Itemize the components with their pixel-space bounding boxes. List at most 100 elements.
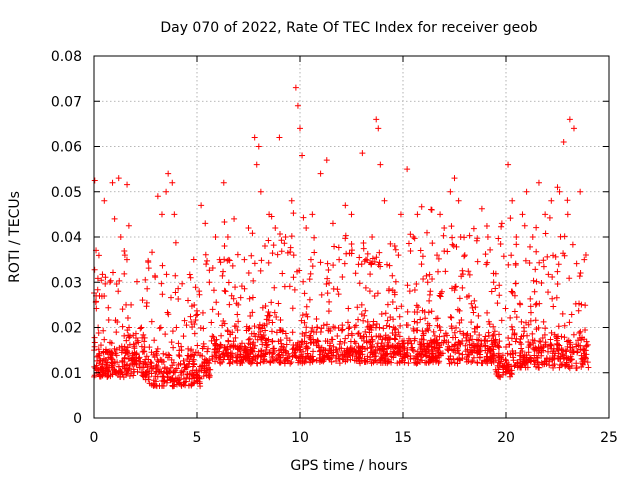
data-point [206, 357, 213, 364]
data-point [482, 251, 489, 258]
data-point [354, 330, 361, 337]
data-point [391, 326, 398, 333]
data-point [237, 294, 244, 301]
data-point [362, 284, 369, 291]
data-point [330, 343, 337, 350]
y-tick-label: 0.07 [51, 94, 82, 110]
data-point [300, 214, 307, 221]
data-point [168, 356, 175, 363]
data-point [426, 297, 433, 304]
data-point [532, 266, 539, 273]
data-point [402, 354, 409, 361]
data-point [117, 234, 124, 240]
data-point [298, 353, 305, 360]
data-point [380, 325, 387, 332]
data-point [291, 349, 298, 356]
data-point [154, 193, 161, 200]
data-point [471, 297, 478, 304]
data-point [172, 289, 179, 296]
data-point [456, 319, 463, 326]
data-point [121, 252, 128, 259]
data-point [404, 282, 411, 289]
data-point [168, 339, 175, 346]
data-point [356, 254, 363, 261]
data-point [106, 364, 113, 371]
data-point [369, 338, 376, 345]
data-point [540, 257, 547, 264]
data-point [162, 331, 169, 338]
data-point [119, 306, 126, 313]
data-point [94, 275, 101, 282]
data-point [570, 348, 577, 355]
data-point [287, 244, 294, 251]
data-point [158, 211, 165, 218]
data-point [421, 309, 428, 316]
data-point [532, 317, 539, 324]
data-point [466, 271, 473, 278]
data-point [576, 300, 583, 307]
data-point [221, 287, 228, 294]
data-point [330, 323, 337, 330]
data-point [209, 355, 216, 362]
data-point [387, 240, 394, 247]
data-point [384, 358, 391, 365]
data-point [404, 346, 411, 353]
data-point [474, 258, 481, 265]
data-point [492, 366, 499, 373]
data-point [139, 369, 146, 376]
data-point [213, 354, 220, 361]
data-point [436, 341, 443, 348]
data-point [152, 373, 159, 380]
data-point [168, 294, 175, 301]
data-point [360, 240, 367, 247]
data-point [191, 330, 198, 337]
data-point [538, 280, 545, 287]
data-point [577, 328, 584, 335]
data-point [109, 356, 116, 363]
data-point [559, 310, 566, 317]
data-point [555, 261, 562, 268]
data-point [188, 346, 195, 353]
data-point [327, 347, 334, 354]
data-point [227, 353, 234, 360]
data-point [436, 333, 443, 340]
data-point [441, 224, 448, 231]
data-point [358, 261, 365, 268]
data-point [568, 311, 575, 318]
data-point [213, 336, 220, 343]
data-point [566, 319, 573, 326]
data-point [113, 329, 120, 336]
data-point [519, 348, 526, 355]
data-point [278, 248, 285, 255]
data-point [446, 345, 453, 352]
data-point [239, 359, 246, 366]
data-point [411, 235, 418, 242]
data-point [229, 329, 236, 336]
data-point [548, 345, 555, 352]
data-point [115, 288, 122, 295]
data-point [190, 356, 197, 363]
data-point [460, 331, 467, 338]
x-tick-label: 0 [90, 430, 99, 446]
data-point [185, 297, 192, 304]
data-point [486, 321, 493, 328]
data-point [490, 323, 497, 330]
data-point [527, 243, 534, 250]
data-point [324, 290, 331, 297]
data-point [233, 323, 240, 330]
data-point [550, 252, 557, 259]
data-point [466, 352, 473, 358]
data-point [342, 202, 349, 209]
data-point [104, 359, 111, 366]
data-point [557, 233, 564, 240]
chart-title: Day 070 of 2022, Rate Of TEC Index for r… [160, 20, 537, 36]
data-point [119, 323, 126, 330]
data-point [229, 350, 236, 357]
data-point [326, 279, 333, 286]
data-point [298, 317, 305, 324]
data-point [374, 340, 381, 347]
data-point [411, 287, 418, 294]
data-point [374, 290, 381, 297]
data-point [264, 341, 271, 348]
data-point [217, 360, 224, 367]
